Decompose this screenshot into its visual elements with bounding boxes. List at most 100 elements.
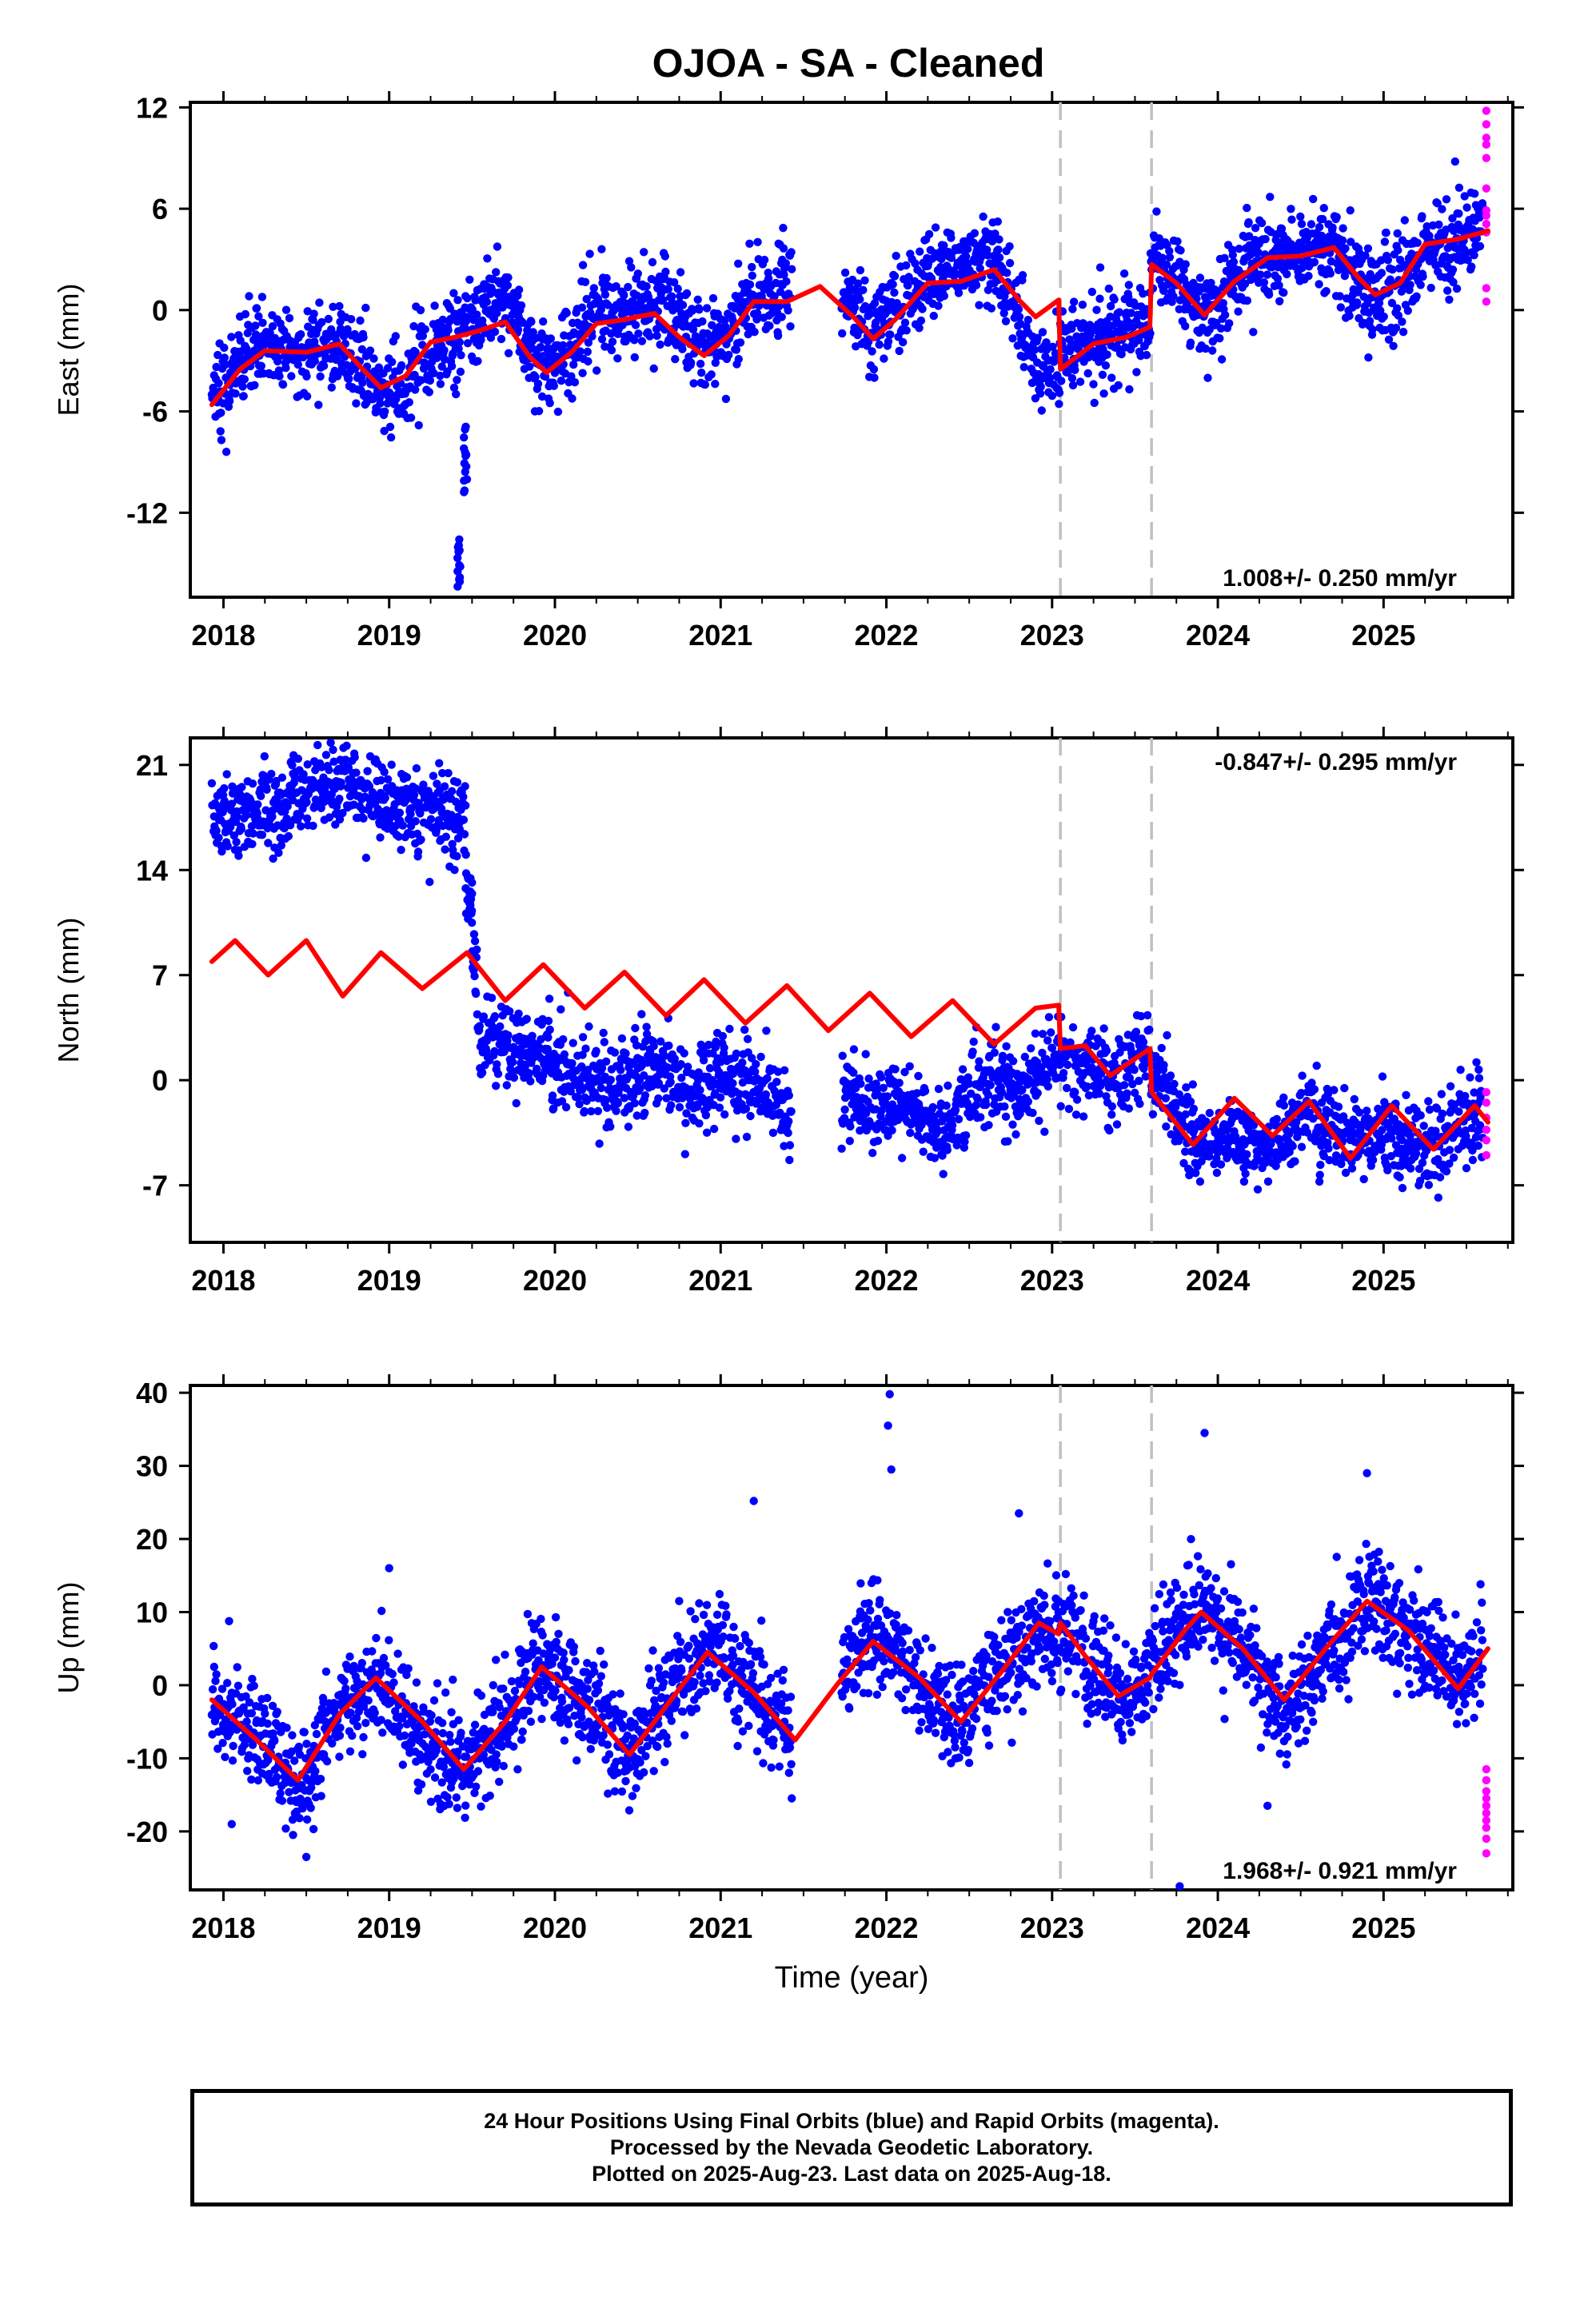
- final-orbit-point: [1135, 1077, 1143, 1085]
- final-orbit-point: [359, 815, 367, 823]
- final-orbit-point: [1322, 287, 1330, 295]
- final-orbit-point: [1070, 297, 1078, 305]
- final-orbit-point: [417, 306, 425, 314]
- final-orbit-point: [725, 1025, 733, 1033]
- final-orbit-point: [563, 309, 571, 317]
- final-orbit-point: [627, 263, 635, 271]
- final-orbit-point: [457, 368, 465, 376]
- final-orbit-point: [752, 1060, 760, 1068]
- final-orbit-point: [352, 399, 360, 407]
- final-orbit-point: [920, 1148, 928, 1156]
- final-orbit-point: [1152, 207, 1160, 215]
- final-orbit-point: [1412, 293, 1420, 301]
- final-orbit-point: [1313, 1062, 1321, 1070]
- final-orbit-point: [1125, 385, 1133, 393]
- final-orbit-point: [1311, 258, 1319, 266]
- final-orbit-point: [1035, 1117, 1043, 1125]
- final-orbit-point: [906, 1129, 914, 1137]
- x-tick-label: 2021: [688, 619, 752, 652]
- final-orbit-point: [917, 317, 925, 325]
- final-orbit-point: [1132, 1028, 1140, 1036]
- final-orbit-point: [724, 351, 732, 359]
- final-orbit-point: [1024, 1098, 1032, 1106]
- final-orbit-point: [217, 436, 225, 444]
- final-orbit-point: [258, 831, 266, 839]
- final-orbit-point: [1011, 1130, 1019, 1138]
- final-orbit-point: [889, 281, 897, 289]
- final-orbit-point: [614, 1099, 622, 1107]
- final-orbit-point: [1315, 223, 1323, 231]
- final-orbit-point: [975, 301, 983, 309]
- final-orbit-point: [787, 248, 795, 256]
- final-orbit-point: [709, 294, 717, 302]
- final-orbit-point: [1079, 1112, 1087, 1120]
- x-tick-label: 2022: [854, 619, 918, 652]
- final-orbit-point: [779, 224, 787, 232]
- final-orbit-point: [505, 349, 513, 357]
- final-orbit-point: [991, 1049, 999, 1057]
- final-orbit-point: [708, 370, 716, 378]
- final-orbit-point: [1427, 284, 1435, 292]
- final-orbit-point: [470, 972, 478, 980]
- final-orbit-point: [278, 774, 286, 782]
- final-orbit-point: [257, 792, 265, 800]
- final-orbit-point: [868, 1149, 876, 1157]
- final-orbit-point: [285, 832, 293, 840]
- final-orbit-point: [745, 240, 753, 248]
- final-orbit-point: [756, 1053, 764, 1061]
- final-orbit-point: [876, 341, 884, 349]
- final-orbit-point: [1340, 1084, 1348, 1092]
- final-orbit-point: [1196, 1178, 1204, 1186]
- final-orbit-point: [568, 1059, 576, 1067]
- final-orbit-point: [650, 1042, 658, 1050]
- final-orbit-point: [328, 384, 336, 392]
- final-orbit-point: [440, 346, 448, 354]
- final-orbit-point: [703, 304, 711, 312]
- final-orbit-point: [1394, 246, 1402, 254]
- final-orbit-point: [581, 1045, 589, 1053]
- final-orbit-point: [1048, 392, 1056, 400]
- final-orbit-point: [975, 1057, 983, 1065]
- final-orbit-point: [681, 1119, 689, 1127]
- final-orbit-point: [738, 1058, 746, 1066]
- final-orbit-point: [762, 1090, 770, 1098]
- final-orbit-point: [1038, 406, 1046, 414]
- final-orbit-point: [441, 783, 449, 791]
- final-orbit-point: [1057, 377, 1065, 385]
- final-orbit-point: [935, 1085, 943, 1093]
- final-orbit-point: [914, 1072, 922, 1080]
- final-orbit-point: [624, 1122, 632, 1130]
- final-orbit-point: [760, 256, 768, 264]
- final-orbit-point: [1073, 1095, 1081, 1103]
- final-orbit-point: [1105, 285, 1113, 293]
- final-orbit-point: [496, 1022, 504, 1030]
- final-orbit-point: [281, 364, 289, 372]
- final-orbit-point: [1243, 204, 1251, 212]
- final-orbit-point: [645, 332, 653, 340]
- final-orbit-point: [578, 304, 586, 312]
- final-orbit-point: [972, 281, 980, 289]
- final-orbit-point: [678, 345, 686, 353]
- final-orbit-point: [746, 281, 754, 289]
- final-orbit-point: [694, 296, 702, 304]
- final-orbit-point: [1225, 319, 1233, 327]
- final-orbit-point: [369, 354, 377, 362]
- final-orbit-point: [654, 1094, 662, 1102]
- final-orbit-point: [597, 1084, 605, 1092]
- final-orbit-point: [261, 752, 269, 760]
- final-orbit-point: [241, 375, 249, 383]
- final-orbit-point: [856, 1080, 864, 1088]
- final-orbit-point: [1234, 308, 1242, 316]
- final-orbit-point: [634, 269, 642, 277]
- final-orbit-point: [309, 822, 317, 830]
- final-orbit-point: [435, 759, 443, 767]
- final-orbit-point: [527, 317, 535, 325]
- final-orbit-point: [620, 291, 628, 299]
- final-orbit-point: [1345, 312, 1353, 320]
- final-orbit-point: [621, 1050, 629, 1058]
- final-orbit-point: [769, 1129, 777, 1137]
- final-orbit-point: [302, 373, 310, 381]
- final-orbit-point: [987, 1081, 995, 1089]
- final-orbit-point: [220, 344, 228, 352]
- final-orbit-point: [850, 1045, 858, 1053]
